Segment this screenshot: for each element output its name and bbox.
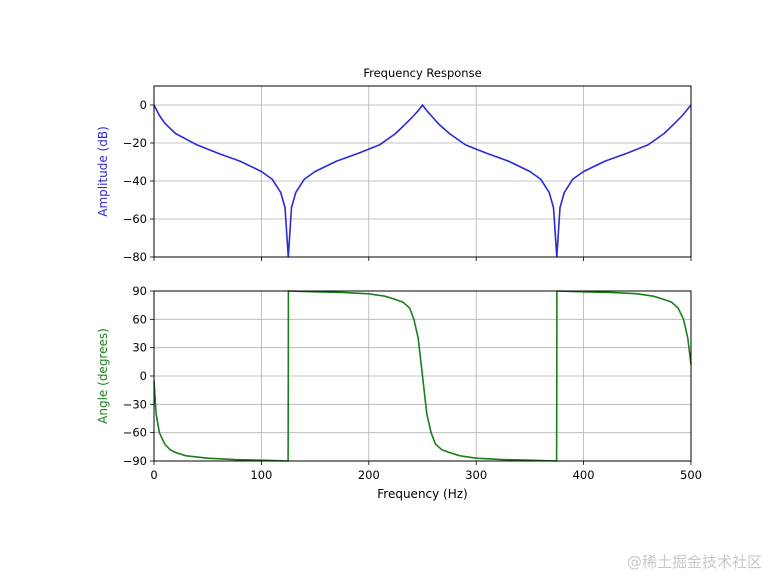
x-tick-label: 400 — [573, 468, 595, 482]
watermark: @稀土掘金技术社区 — [626, 553, 762, 571]
amplitude-axes: 0 −20 −40 −60 −80 Amplitude (dB) Frequency Res… — [96, 66, 692, 264]
y-tick-label: −60 — [123, 212, 147, 226]
x-tick-label: 300 — [465, 468, 487, 482]
y-tick-label: 0 — [140, 98, 147, 112]
y-tick-label: 0 — [140, 369, 147, 383]
y-tick-label: −20 — [123, 136, 147, 150]
chart-title: Frequency Response — [363, 66, 481, 80]
y-tick-label: −60 — [123, 426, 147, 440]
y-tick-label: 30 — [132, 341, 147, 355]
y-tick-label: 60 — [132, 312, 147, 326]
y-tick-label: −80 — [123, 250, 147, 264]
x-tick-label: 500 — [680, 468, 702, 482]
y-tick-label: −40 — [123, 174, 147, 188]
x-axis-label: Frequency (Hz) — [377, 487, 468, 501]
x-tick-label: 0 — [150, 468, 157, 482]
y-tick-label: 90 — [132, 284, 147, 298]
y-axis-label: Angle (degrees) — [96, 328, 110, 424]
series-line — [153, 290, 692, 462]
y-tick-label: −30 — [123, 397, 147, 411]
x-tick-label: 100 — [250, 468, 272, 482]
y-tick-label: −90 — [123, 454, 147, 468]
axes-frame — [153, 85, 692, 258]
y-axis-label: Amplitude (dB) — [96, 126, 110, 217]
x-tick-label: 200 — [358, 468, 380, 482]
series-line — [153, 104, 692, 258]
